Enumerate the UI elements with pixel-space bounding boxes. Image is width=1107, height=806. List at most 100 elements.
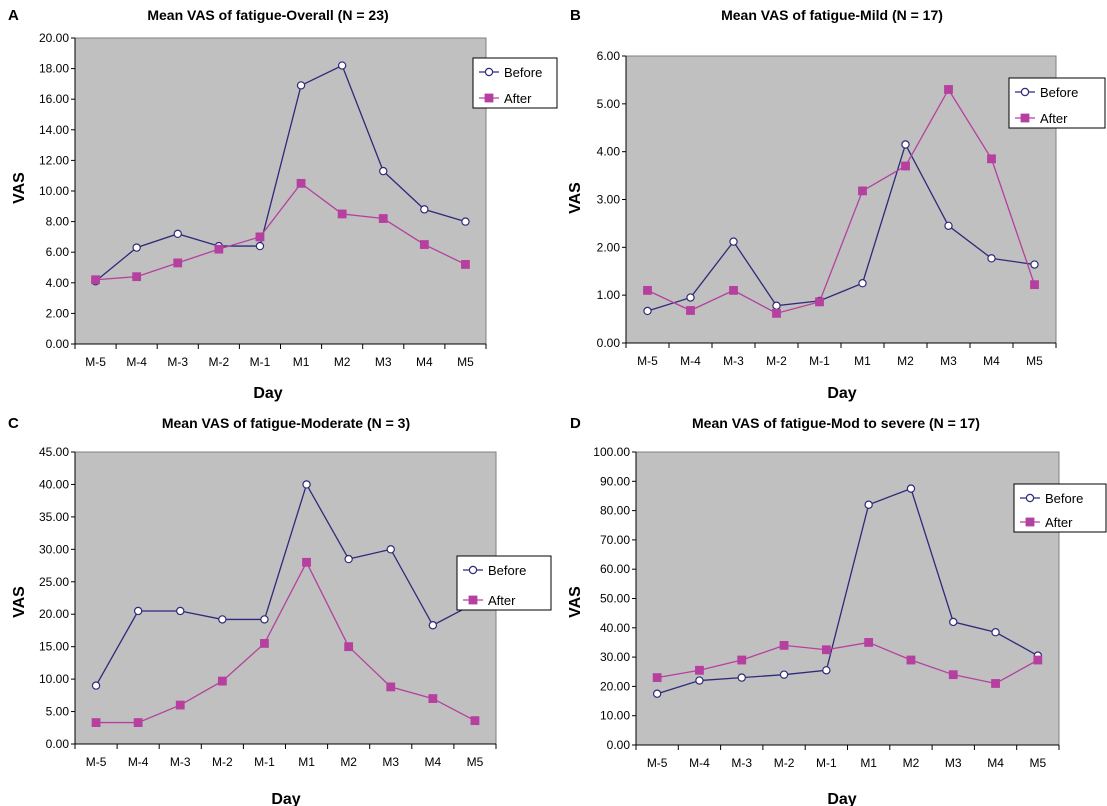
y-tick-label: 18.00 xyxy=(39,62,69,76)
x-tick-label: M3 xyxy=(382,755,399,769)
data-point-before xyxy=(133,606,143,616)
legend: Before After xyxy=(456,555,552,611)
x-tick-label: M2 xyxy=(897,354,914,368)
x-tick-label: M5 xyxy=(1026,354,1043,368)
y-tick-label: 0.00 xyxy=(607,738,631,752)
x-tick-label: M2 xyxy=(334,355,351,369)
legend-marker-before xyxy=(484,67,494,77)
x-tick-label: M-4 xyxy=(126,355,147,369)
x-axis-label: Day xyxy=(253,385,282,402)
y-tick-label: 20.00 xyxy=(600,679,630,693)
y-axis-label: VAS xyxy=(567,182,584,214)
legend-marker-after xyxy=(484,93,494,103)
axis-ticks: 0.00 10.00 20.00 30.00 40.00 50.00 60.00 70.00 8… xyxy=(593,445,1060,770)
data-point-after xyxy=(470,716,480,726)
y-tick-label: 0.00 xyxy=(46,737,70,751)
series-line-after xyxy=(647,88,1036,315)
y-tick-label: 10.00 xyxy=(39,672,69,686)
x-tick-label: M-3 xyxy=(170,755,191,769)
panel-letter: B xyxy=(570,7,581,24)
x-tick-label: M5 xyxy=(457,355,474,369)
plot-area xyxy=(635,451,1060,746)
data-point-after xyxy=(91,275,100,285)
plot-area xyxy=(74,37,487,345)
x-tick-label: M-2 xyxy=(212,755,233,769)
x-tick-label: M-2 xyxy=(766,354,787,368)
chart-b-svg: B Mean VAS of fatigue-Mild (N = 17) VAS … xyxy=(567,7,1106,402)
x-axis-label: Day xyxy=(827,385,856,402)
y-tick-label: 10.00 xyxy=(600,709,630,723)
data-point-before xyxy=(906,484,916,493)
y-tick-label: 2.00 xyxy=(597,240,621,254)
y-tick-label: 12.00 xyxy=(39,153,69,167)
x-tick-label: M1 xyxy=(860,756,877,770)
legend-label-after: After xyxy=(504,91,532,106)
x-tick-label: M-3 xyxy=(167,355,188,369)
x-tick-label: M4 xyxy=(425,755,442,769)
x-tick-label: M1 xyxy=(854,354,871,368)
data-point-before xyxy=(218,615,227,624)
y-axis-label: VAS xyxy=(567,586,584,618)
y-tick-label: 25.00 xyxy=(39,575,69,589)
data-point-before xyxy=(132,243,141,252)
axis-ticks: 0.00 2.00 4.00 6.00 8.00 10.00 12.00 14.00 16.00… xyxy=(39,31,487,369)
data-point-after xyxy=(652,673,662,683)
y-tick-label: 5.00 xyxy=(46,705,70,719)
data-point-after xyxy=(864,638,874,647)
legend-marker-before xyxy=(468,565,478,575)
chart-title: Mean VAS of fatigue-Mod to severe (N = 1… xyxy=(692,415,980,431)
x-tick-label: M1 xyxy=(293,355,310,369)
x-tick-label: M-1 xyxy=(816,756,837,770)
y-tick-label: 1.00 xyxy=(597,288,621,302)
data-point-before xyxy=(686,293,695,302)
x-tick-label: M-4 xyxy=(689,756,710,770)
series-layer xyxy=(652,484,1043,698)
data-point-after xyxy=(132,272,142,282)
y-tick-label: 6.00 xyxy=(597,49,621,63)
data-point-before xyxy=(652,689,662,698)
data-point-after xyxy=(1033,655,1043,665)
data-point-before xyxy=(987,254,996,263)
legend: Before After xyxy=(472,57,558,109)
legend: Before After xyxy=(1008,77,1106,129)
y-axis-label: VAS xyxy=(11,586,28,618)
y-tick-label: 6.00 xyxy=(46,245,70,259)
data-point-before xyxy=(864,500,873,509)
data-point-before xyxy=(296,81,306,90)
data-point-before xyxy=(695,676,704,685)
data-point-after xyxy=(821,645,831,655)
data-point-before xyxy=(822,666,831,675)
x-tick-label: M2 xyxy=(903,756,920,770)
data-point-after xyxy=(944,85,953,94)
data-point-after xyxy=(779,640,789,650)
data-point-after xyxy=(948,670,958,680)
data-point-before xyxy=(1030,260,1039,269)
plot-area xyxy=(625,55,1057,344)
data-point-after xyxy=(643,285,652,295)
data-point-before xyxy=(176,606,185,616)
data-point-after xyxy=(133,718,143,727)
data-point-before xyxy=(991,627,1000,637)
x-tick-label: M-5 xyxy=(637,354,658,368)
x-tick-label: M-5 xyxy=(86,755,107,769)
series-line-before xyxy=(95,482,476,686)
chart-panel-b: B Mean VAS of fatigue-Mild (N = 17) VAS … xyxy=(560,0,1107,402)
y-tick-label: 0.00 xyxy=(46,337,70,351)
legend-label-before: Before xyxy=(504,65,542,80)
y-tick-label: 8.00 xyxy=(46,215,70,229)
series-line-before xyxy=(656,487,1039,695)
chart-panel-c: C Mean VAS of fatigue-Moderate (N = 3) V… xyxy=(0,406,560,806)
data-point-before xyxy=(255,241,265,251)
x-tick-label: M1 xyxy=(298,755,315,769)
series-line-before xyxy=(95,64,466,282)
data-point-after xyxy=(302,557,311,567)
data-point-before xyxy=(260,615,269,624)
legend-marker-before xyxy=(1025,493,1035,503)
y-tick-label: 20.00 xyxy=(39,31,69,45)
y-tick-label: 35.00 xyxy=(39,510,69,524)
x-tick-label: M-2 xyxy=(209,355,230,369)
legend-label-before: Before xyxy=(488,563,526,578)
axis-ticks: 0.00 5.00 10.00 15.00 20.00 25.00 30.00 35.00 40… xyxy=(39,445,497,769)
data-point-after xyxy=(296,178,306,188)
y-tick-label: 3.00 xyxy=(597,193,621,207)
